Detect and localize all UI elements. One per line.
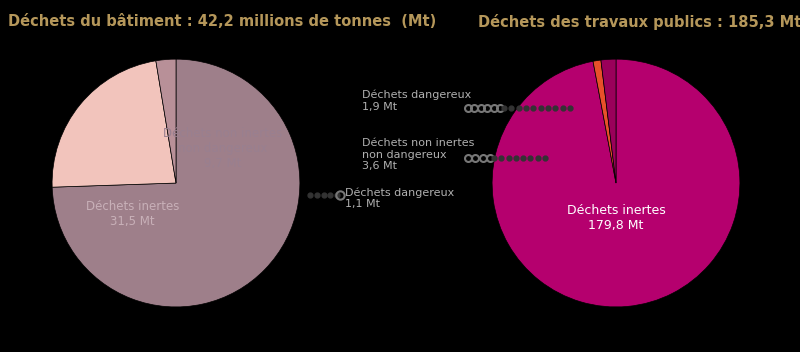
Wedge shape — [601, 59, 616, 183]
Text: Déchets du bâtiment : 42,2 millions de tonnes  (Mt): Déchets du bâtiment : 42,2 millions de t… — [8, 14, 436, 29]
Text: Déchets non inertes
non dangereux
9,7 Mt: Déchets non inertes non dangereux 9,7 Mt — [163, 127, 282, 170]
Wedge shape — [52, 61, 176, 187]
Wedge shape — [492, 59, 740, 307]
Wedge shape — [593, 60, 616, 183]
Wedge shape — [156, 59, 176, 183]
Text: Déchets des travaux publics : 185,3 Mt: Déchets des travaux publics : 185,3 Mt — [478, 14, 800, 30]
Text: Déchets non inertes
non dangereux
3,6 Mt: Déchets non inertes non dangereux 3,6 Mt — [362, 138, 474, 171]
Wedge shape — [52, 59, 300, 307]
Text: Déchets dangereux
1,9 Mt: Déchets dangereux 1,9 Mt — [362, 90, 471, 112]
Text: Déchets inertes
31,5 Mt: Déchets inertes 31,5 Mt — [86, 200, 179, 228]
Text: Déchets dangereux
1,1 Mt: Déchets dangereux 1,1 Mt — [345, 187, 454, 209]
Text: Déchets inertes
179,8 Mt: Déchets inertes 179,8 Mt — [566, 204, 666, 232]
